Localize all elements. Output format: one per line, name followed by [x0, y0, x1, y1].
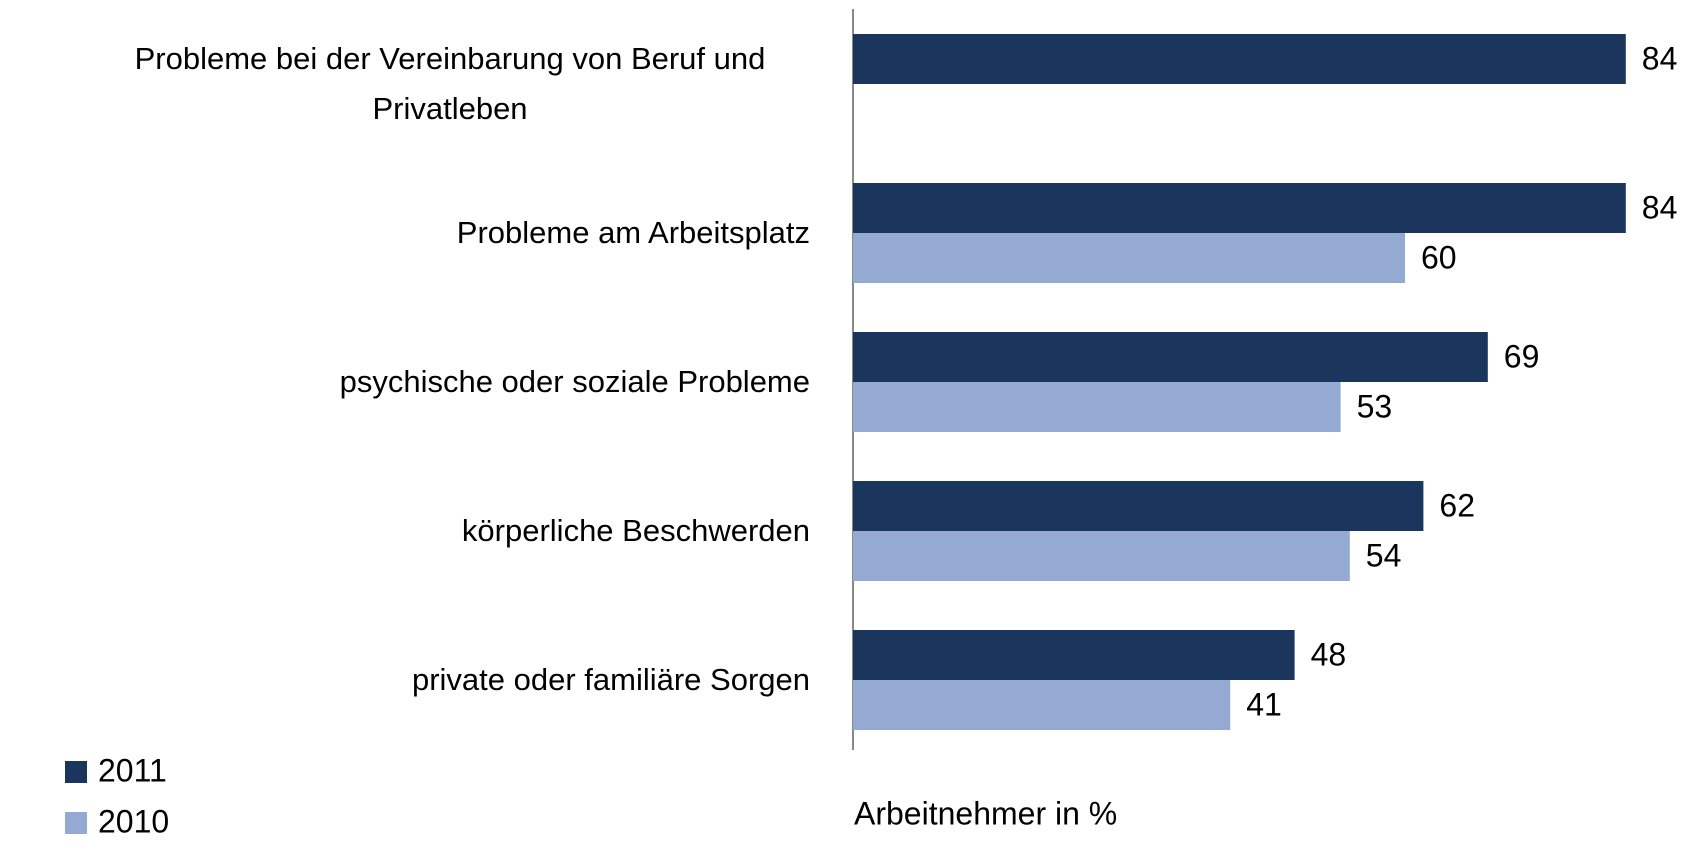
bar: [853, 233, 1405, 283]
x-axis-label: Arbeitnehmer in %: [854, 795, 1117, 831]
legend-label: 2010: [98, 803, 169, 839]
category-label: Probleme am Arbeitsplatz: [456, 215, 810, 250]
bar: [853, 183, 1626, 233]
bar: [853, 481, 1424, 531]
bar: [853, 680, 1231, 730]
legend-swatch: [65, 761, 87, 783]
value-label: 62: [1439, 487, 1475, 523]
value-label: 84: [1642, 189, 1678, 225]
category-label: private oder familiäre Sorgen: [411, 662, 810, 697]
bar: [853, 382, 1341, 432]
bar: [853, 34, 1626, 84]
value-label: 54: [1366, 537, 1402, 573]
bar: [853, 630, 1295, 680]
bar: [853, 332, 1488, 382]
legend-swatch: [65, 812, 87, 834]
bar: [853, 531, 1350, 581]
legend-label: 2011: [98, 752, 167, 788]
value-label: 84: [1642, 40, 1678, 76]
value-label: 69: [1504, 338, 1540, 374]
value-label: 41: [1246, 686, 1282, 722]
category-label: Probleme bei der Vereinbarung von Beruf …: [134, 41, 766, 126]
value-label: 60: [1421, 239, 1457, 275]
category-label: körperliche Beschwerden: [461, 513, 810, 548]
value-label: 53: [1357, 388, 1393, 424]
value-label: 48: [1311, 636, 1347, 672]
category-label: psychische oder soziale Probleme: [339, 364, 810, 399]
